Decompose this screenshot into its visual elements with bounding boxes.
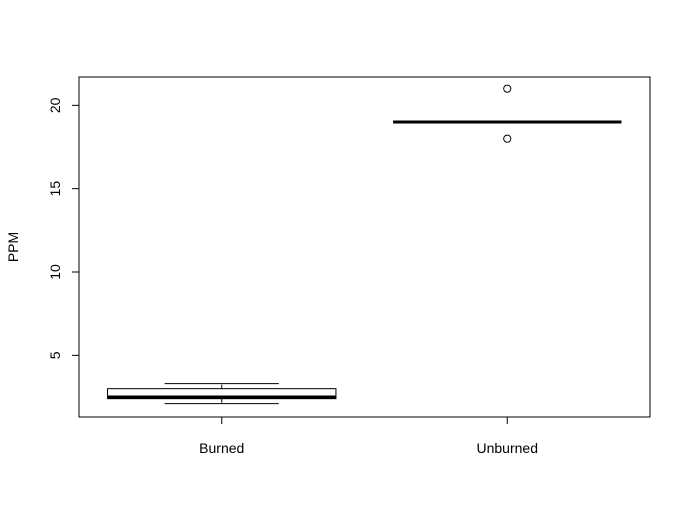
y-tick-label: 5	[47, 351, 63, 359]
x-tick-label: Unburned	[477, 440, 539, 456]
outlier-point	[503, 134, 512, 143]
y-tick-label: 10	[47, 264, 63, 280]
box-unburned	[393, 84, 622, 143]
x-axis: Burned Unburned	[199, 416, 539, 456]
x-tick-label: Burned	[199, 440, 244, 456]
y-axis: 5 10 15 20	[47, 97, 80, 359]
y-tick-label: 15	[47, 181, 63, 197]
box-burned	[107, 383, 337, 405]
y-tick-label: 20	[47, 97, 63, 113]
box-body	[107, 388, 337, 400]
outlier-point	[503, 84, 512, 93]
boxes-layer	[107, 84, 622, 405]
plot-frame	[78, 76, 651, 418]
y-axis-title: PPM	[5, 232, 21, 262]
